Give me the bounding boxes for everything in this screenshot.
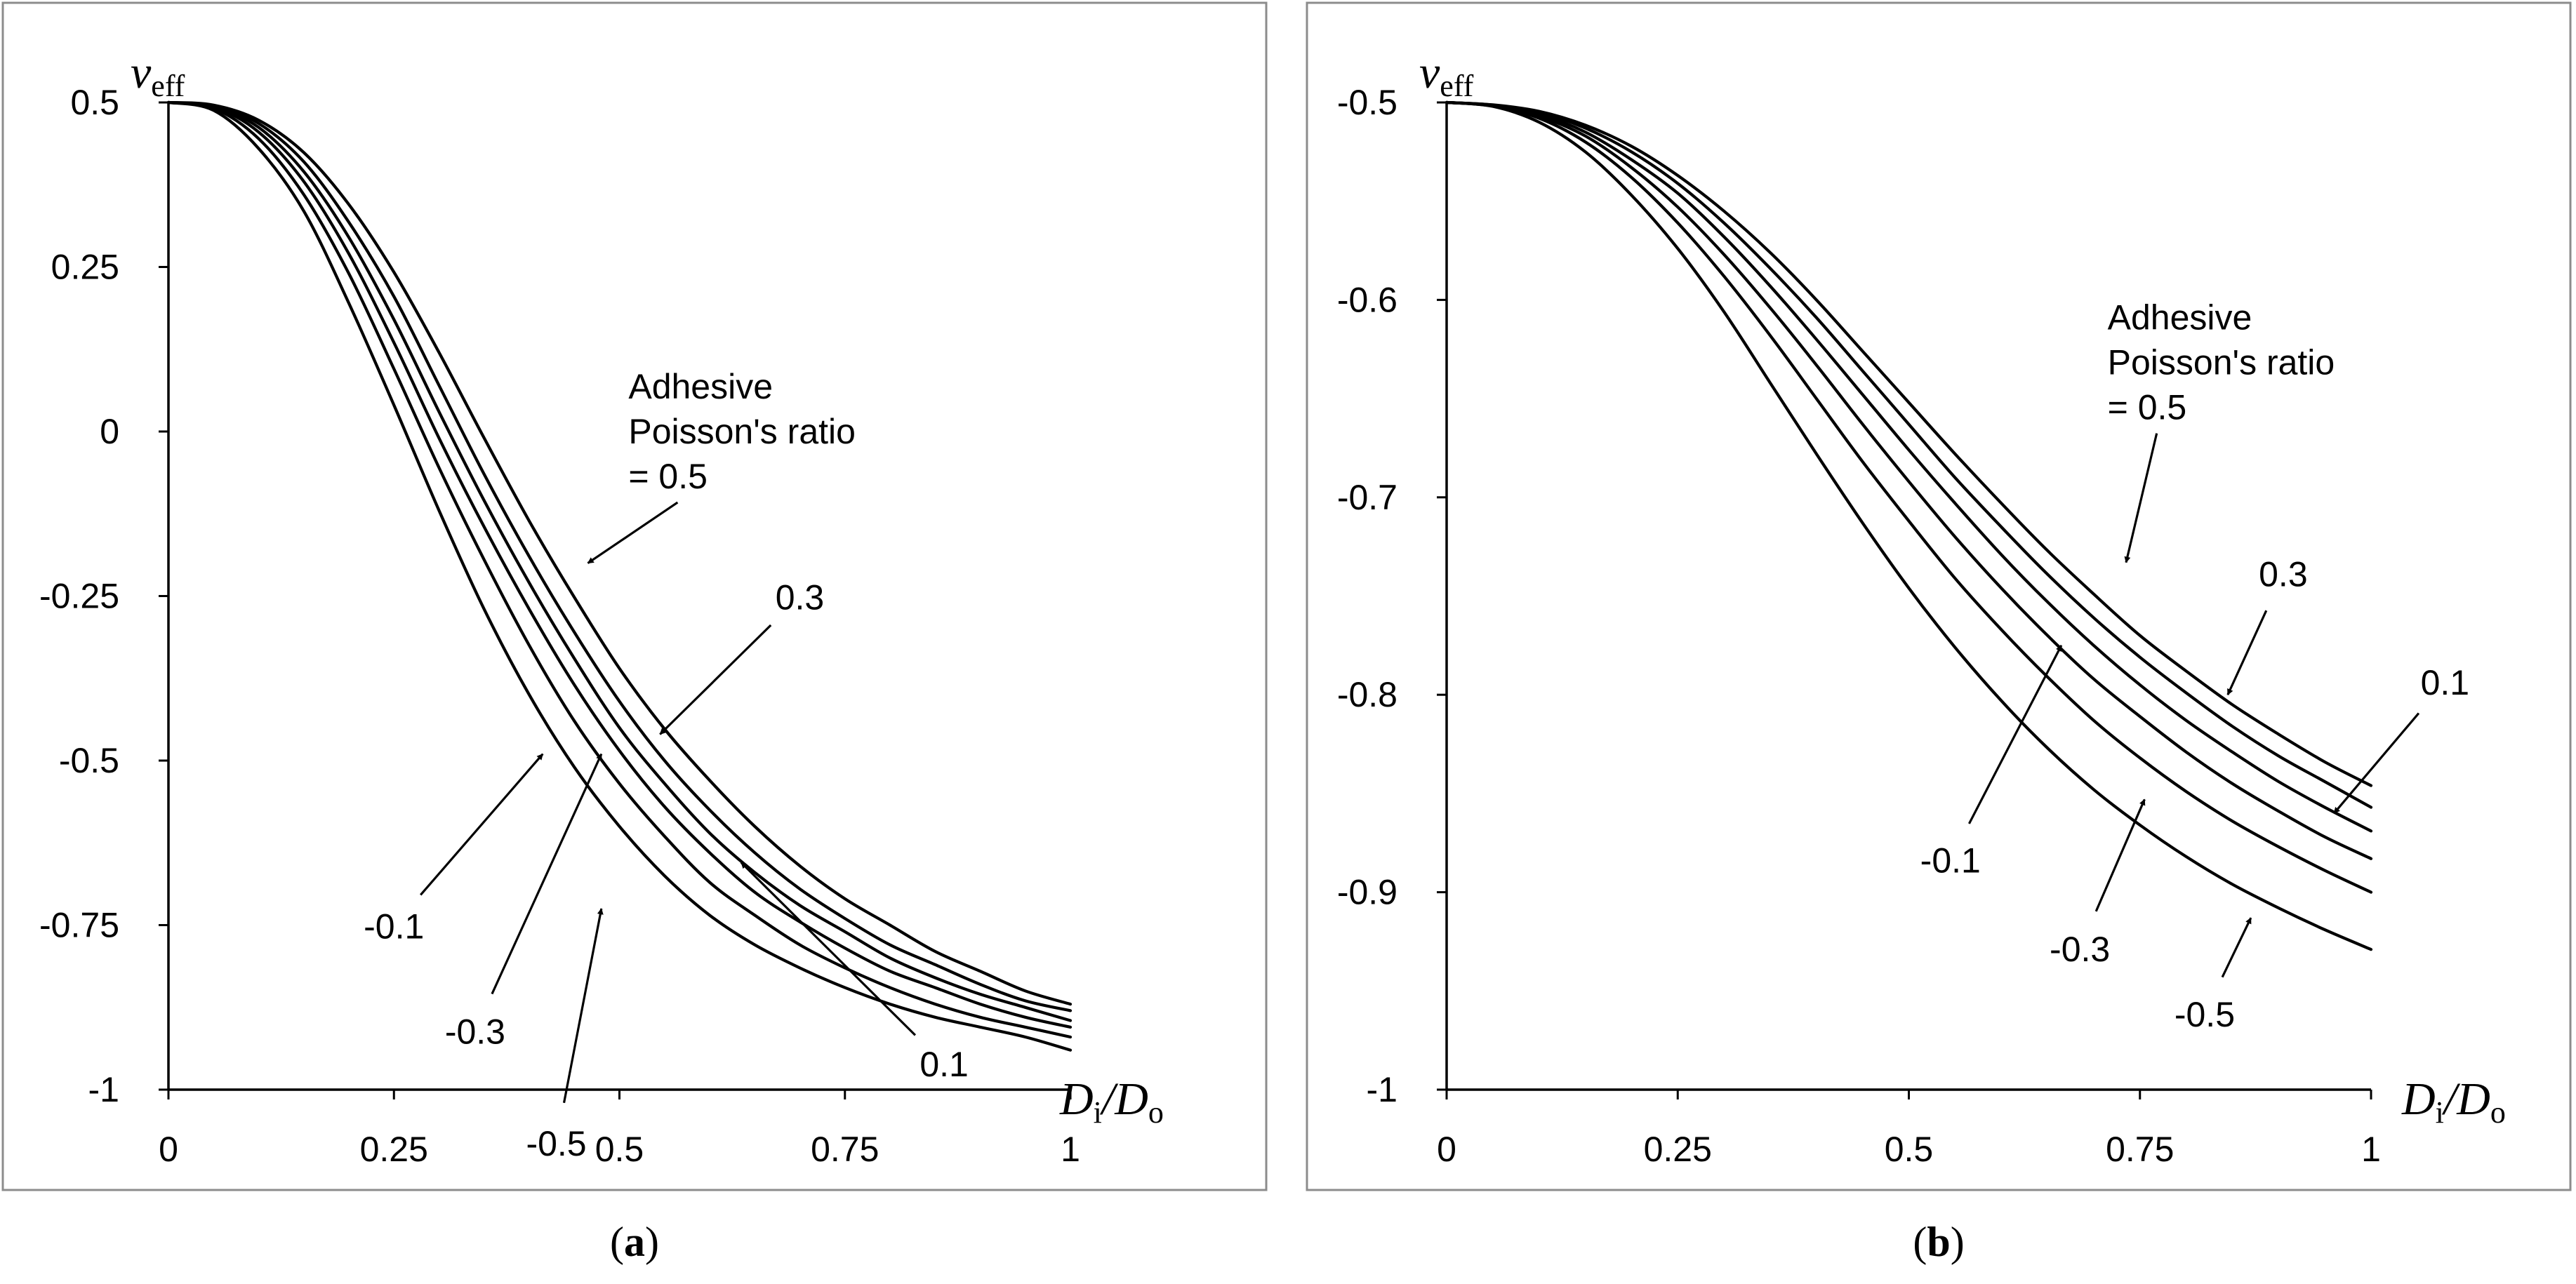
b-legend-line: Adhesive: [2108, 298, 2252, 337]
b-y-tick-label: -0.9: [1337, 873, 1397, 912]
b-arrow--0.5: [2221, 917, 2252, 978]
b-x-tick-label: 0: [1437, 1130, 1456, 1169]
panel-b-x-axis-title: Di/Do: [2401, 1074, 2506, 1130]
b-x-tick-label: 0.75: [2106, 1130, 2174, 1169]
b-arrow-0.1: [2333, 712, 2420, 815]
a-arrow-0.3: [659, 624, 772, 735]
panel-a-frame: [1, 1, 1268, 1191]
panel-a-caption: (a): [610, 1219, 659, 1265]
b-series-0.3: [1445, 100, 2373, 809]
b-legend-arrow: [2124, 433, 2158, 563]
a-legend-line: = 0.5: [628, 457, 708, 496]
b-y-tick-label: -0.5: [1337, 83, 1397, 122]
a-x-tick-label: 0.25: [360, 1130, 428, 1169]
a-series-0.1: [166, 100, 1073, 1022]
b-series--0.1: [1445, 100, 2373, 860]
panel-b: -0.5 -0.6 -0.7 -0.8 -0.9 -1 0 0.25 0.5 0.75 1 Adhe…: [1306, 1, 2572, 1265]
panel-b-caption: (b): [1913, 1219, 1964, 1265]
a-x-tick-label: 1: [1061, 1130, 1080, 1169]
a-series-label-0.1: 0.1: [919, 1045, 969, 1084]
b-y-tick-label: -0.7: [1337, 478, 1397, 517]
panel-a-axes: [159, 101, 1072, 1099]
a-arrow--0.1: [420, 753, 544, 896]
a-series--0.3: [166, 100, 1073, 1039]
b-series-label--0.1: -0.1: [1920, 841, 1981, 880]
b-x-tick-label: 0.25: [1644, 1130, 1712, 1169]
b-series-0.1: [1445, 100, 2373, 833]
a-arrow--0.3: [491, 753, 603, 995]
a-x-tick-label: 0: [159, 1130, 178, 1169]
a-legend-arrow: [587, 501, 679, 564]
b-y-tick-label: -0.6: [1337, 280, 1397, 319]
a-legend-line: Poisson's ratio: [628, 412, 856, 451]
b-series--0.5: [1445, 100, 2373, 951]
panel-a-x-axis-title: Di/Do: [1059, 1074, 1164, 1130]
b-x-tick-label: 1: [2361, 1130, 2381, 1169]
b-series-label-0.3: 0.3: [2259, 554, 2308, 594]
panel-a-series: [166, 100, 1073, 1052]
a-y-tick-label: 0.25: [51, 248, 119, 287]
a-arrow--0.5: [562, 908, 604, 1104]
panel-b-series: [1445, 100, 2373, 951]
a-y-tick-label: 0.5: [70, 83, 119, 122]
a-series--0.1: [166, 100, 1073, 1029]
a-series-label--0.1: -0.1: [364, 907, 424, 946]
a-y-tick-label: -0.25: [39, 577, 119, 616]
a-y-tick-label: 0: [100, 412, 119, 451]
b-series--0.3: [1445, 100, 2373, 894]
b-arrow-0.3: [2226, 610, 2268, 696]
b-series-label--0.3: -0.3: [2050, 930, 2110, 969]
a-y-tick-label: -0.5: [59, 741, 119, 780]
b-series-label--0.5: -0.5: [2175, 995, 2235, 1034]
b-legend-line: Poisson's ratio: [2108, 343, 2335, 382]
b-y-tick-label: -0.8: [1337, 675, 1397, 714]
a-series-label--0.3: -0.3: [445, 1012, 505, 1051]
a-series-label--0.5: -0.5: [526, 1124, 586, 1163]
b-legend-line: = 0.5: [2108, 388, 2187, 427]
a-series-label-0.3: 0.3: [776, 577, 825, 617]
panel-b-annotations: Adhesive Poisson's ratio = 0.5 0.3 0.1 -0.1 -0…: [1920, 298, 2469, 1034]
b-arrow--0.3: [2094, 798, 2146, 912]
a-series-0.3: [166, 100, 1073, 1012]
a-y-tick-label: -1: [88, 1070, 119, 1109]
panel-a: 0.5 0.25 0 -0.25 -0.5 -0.75 -1 0 0.25 0.5 0.75 1 Ad…: [1, 1, 1268, 1265]
panel-a-y-axis-title: veff: [131, 47, 185, 103]
panel-b-axes: [1437, 101, 2372, 1099]
a-arrow-0.1: [740, 862, 917, 1036]
panel-b-y-axis-title: veff: [1419, 47, 1474, 103]
panel-a-tick-labels: 0.5 0.25 0 -0.25 -0.5 -0.75 -1 0 0.25 0.5 0.75 1: [39, 83, 1080, 1169]
b-x-tick-label: 0.5: [1885, 1130, 1934, 1169]
panel-a-annotations: Adhesive Poisson's ratio = 0.5 0.3 0.1 -0.1 -0…: [364, 367, 969, 1163]
panel-b-tick-labels: -0.5 -0.6 -0.7 -0.8 -0.9 -1 0 0.25 0.5 0.75 1: [1337, 83, 2381, 1169]
b-series-label-0.1: 0.1: [2421, 663, 2470, 702]
a-series--0.5: [166, 100, 1073, 1052]
a-x-tick-label: 0.5: [595, 1130, 644, 1169]
a-legend-line: Adhesive: [628, 367, 773, 406]
a-series-0.5: [166, 100, 1073, 1006]
a-y-tick-label: -0.75: [39, 906, 119, 945]
b-y-tick-label: -1: [1367, 1070, 1397, 1109]
b-arrow--0.1: [1967, 645, 2063, 824]
a-x-tick-label: 0.75: [811, 1130, 879, 1169]
b-series-0.5: [1445, 100, 2373, 787]
panel-b-frame: [1306, 1, 2572, 1191]
